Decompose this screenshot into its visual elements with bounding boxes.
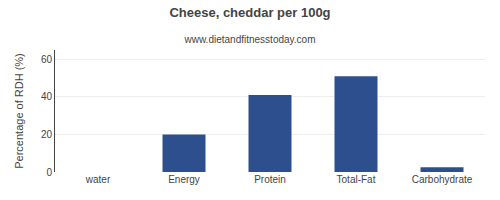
- svg-text:water: water: [85, 174, 111, 185]
- svg-text:Percentage of RDH (%): Percentage of RDH (%): [13, 53, 25, 169]
- svg-text:20: 20: [41, 129, 53, 140]
- svg-text:Carbohydrate: Carbohydrate: [412, 174, 473, 185]
- svg-text:Protein: Protein: [254, 174, 286, 185]
- svg-text:40: 40: [41, 91, 53, 102]
- svg-text:Energy: Energy: [168, 174, 200, 185]
- svg-text:0: 0: [46, 167, 52, 178]
- svg-text:Total-Fat: Total-Fat: [337, 174, 376, 185]
- svg-text:60: 60: [41, 54, 53, 65]
- svg-text:Cheese, cheddar per 100g: Cheese, cheddar per 100g: [169, 5, 330, 20]
- svg-text:www.dietandfitnesstoday.com: www.dietandfitnesstoday.com: [184, 34, 316, 45]
